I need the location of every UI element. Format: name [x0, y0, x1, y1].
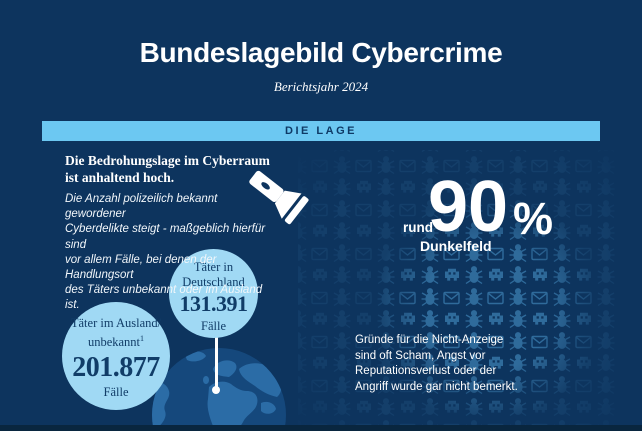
footer-strip — [0, 425, 642, 431]
note-line: Reputationsverlust oder der — [355, 365, 497, 378]
note-line: Gründe für die Nicht-Anzeige — [355, 334, 504, 346]
bubble-foreign-value: 201.877 — [72, 352, 160, 384]
section-banner-label: DIE LAGE — [285, 125, 357, 137]
bubble-domestic-unit: Fälle — [201, 319, 226, 333]
dunkelfeld-prefix: rund — [403, 220, 433, 235]
page-title: Bundeslagebild Cybercrime — [139, 37, 503, 68]
footnote-marker: 1 — [140, 334, 145, 343]
bubble-domestic-value: 131.391 — [179, 291, 249, 316]
underreporting-note: Gründe für die Nicht-Anzeige sind oft Sc… — [355, 333, 518, 395]
section-banner: DIE LAGE — [42, 121, 600, 141]
threat-body-line: Die Anzahl polizeilich bekannt gewordene… — [65, 193, 218, 221]
threat-summary: Die Bedrohungslage im Cyberraum ist anha… — [65, 152, 270, 314]
threat-heading-line: ist anhaltend hoch. — [65, 170, 175, 185]
note-line: sind oft Scham, Angst vor — [355, 349, 486, 362]
bubble-domestic-label-line: Täter in — [193, 260, 234, 274]
threat-body-line: Cyberdelikte steigt - maßgeblich hierfür… — [65, 223, 266, 251]
note-line: Angriff wurde gar nicht bemerkt. — [355, 380, 518, 393]
threat-body: Die Anzahl polizeilich bekannt gewordene… — [65, 192, 270, 314]
threat-body-line: des Täters unbekannt oder im Ausland ist… — [65, 284, 263, 312]
bubble-foreign-offenders: Täter im Ausland/ unbekannt1 201.877 Fäl… — [62, 302, 170, 410]
dunkelfeld-label: Dunkelfeld — [420, 238, 492, 254]
bubble-domestic-offenders: Täter in Deutschland 131.391 Fälle — [169, 249, 258, 338]
threat-heading: Die Bedrohungslage im Cyberraum ist anha… — [65, 152, 270, 186]
dunkelfeld-unit: % — [513, 193, 554, 244]
bubble-foreign-unit: Fälle — [103, 385, 129, 400]
threat-heading-line: Die Bedrohungslage im Cyberraum — [65, 153, 270, 168]
pointer-line — [215, 336, 218, 388]
dunkelfeld-value: 90 — [428, 167, 509, 247]
bubble-foreign-label-line: Täter im Ausland/ — [70, 316, 162, 330]
page-subtitle: Berichtsjahr 2024 — [273, 79, 369, 94]
bubble-foreign-label: Täter im Ausland/ unbekannt1 — [62, 316, 170, 350]
threat-body-line: vor allem Fälle, bei denen der Handlungs… — [65, 253, 217, 282]
bubble-foreign-label-line: unbekannt1 — [62, 331, 170, 350]
flashlight-icon — [249, 170, 309, 225]
bubble-domestic-label: Täter in Deutschland — [169, 260, 258, 290]
bubble-domestic-label-line: Deutschland — [182, 275, 245, 289]
bubble-foreign-label-text: unbekannt — [87, 335, 141, 350]
pointer-dot — [212, 386, 220, 394]
